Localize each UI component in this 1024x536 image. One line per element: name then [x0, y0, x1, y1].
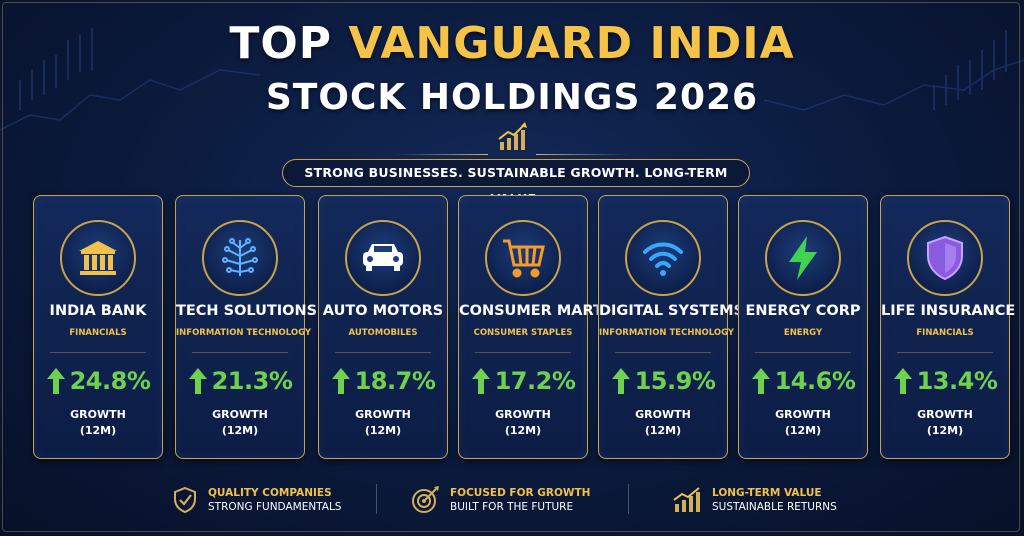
up-arrow-icon: [611, 368, 630, 394]
footer-subtitle: STRONG FUNDAMENTALS: [208, 501, 342, 513]
up-arrow-icon: [188, 368, 207, 394]
growth-period: (12M): [364, 424, 402, 437]
company-name: CONSUMER MART: [459, 303, 603, 319]
growth-value-row: 24.8%: [34, 366, 162, 396]
growth-percent: 18.7%: [354, 367, 436, 395]
growth-period: (12M): [926, 424, 964, 437]
growth-percent: 14.6%: [774, 367, 856, 395]
holding-card: CONSUMER MART CONSUMER STAPLES 17.2% GRO…: [458, 195, 603, 459]
card-divider: [335, 352, 431, 353]
growth-percent: 15.9%: [634, 367, 716, 395]
bank-icon: [60, 220, 136, 296]
company-name: DIGITAL SYSTEMS: [599, 303, 745, 319]
sector-label: FINANCIALS: [916, 328, 974, 338]
growth-percent: 21.3%: [211, 367, 293, 395]
footer: QUALITY COMPANIES STRONG FUNDAMENTALS FO…: [0, 476, 1024, 522]
card-divider: [475, 352, 571, 353]
footer-subtitle: SUSTAINABLE RETURNS: [712, 501, 837, 513]
sector-label: INFORMATION TECHNOLOGY: [599, 328, 735, 338]
holding-card: LIFE INSURANCE FINANCIALS 13.4% GROWTH (…: [880, 195, 1016, 459]
holding-card: AUTO MOTORS AUTOMOBILES 18.7% GROWTH (12…: [318, 195, 448, 459]
growth-label: GROWTH: [775, 408, 831, 421]
title-divider: [392, 122, 632, 156]
footer-item-value: LONG-TERM VALUE SUSTAINABLE RETURNS: [672, 482, 837, 518]
rising-chart-icon: [498, 122, 527, 150]
shield-check-icon: [174, 486, 196, 514]
growth-label: GROWTH: [212, 408, 268, 421]
holding-card: ENERGY CORP ENERGY 14.6% GROWTH (12M): [738, 195, 868, 459]
up-arrow-icon: [751, 368, 770, 394]
up-arrow-icon: [471, 368, 490, 394]
target-icon: [412, 486, 439, 513]
circuit-icon: [202, 220, 278, 296]
card-divider: [755, 352, 851, 353]
footer-title: FOCUSED FOR GROWTH: [450, 487, 591, 499]
up-arrow-icon: [46, 368, 65, 394]
growth-value-row: 15.9%: [599, 366, 727, 396]
sector-label: AUTOMOBILES: [348, 328, 418, 338]
growth-label: GROWTH: [355, 408, 411, 421]
bar-chart-icon: [673, 487, 700, 512]
holding-card: DIGITAL SYSTEMS INFORMATION TECHNOLOGY 1…: [598, 195, 745, 459]
growth-period: (12M): [79, 424, 117, 437]
shopping-cart-icon: [485, 220, 561, 296]
growth-label: GROWTH: [635, 408, 691, 421]
title-highlight: VANGUARD INDIA: [348, 18, 795, 69]
card-divider: [192, 352, 288, 353]
sector-label: INFORMATION TECHNOLOGY: [176, 328, 312, 338]
up-arrow-icon: [331, 368, 350, 394]
footer-item-growth: FOCUSED FOR GROWTH BUILT FOR THE FUTURE: [410, 482, 590, 518]
growth-period: (12M): [644, 424, 682, 437]
growth-label: GROWTH: [495, 408, 551, 421]
sector-label: FINANCIALS: [69, 328, 127, 338]
growth-value-row: 13.4%: [881, 366, 1009, 396]
growth-value-row: 17.2%: [459, 366, 587, 396]
growth-period: (12M): [784, 424, 822, 437]
tagline-badge: STRONG BUSINESSES. SUSTAINABLE GROWTH. L…: [282, 159, 750, 206]
growth-value-row: 21.3%: [176, 366, 304, 396]
footer-separator: [376, 484, 377, 514]
card-divider: [50, 352, 146, 353]
growth-percent: 17.2%: [494, 367, 576, 395]
title-prefix: TOP: [229, 18, 332, 69]
company-name: LIFE INSURANCE: [881, 303, 1016, 319]
footer-item-quality: QUALITY COMPANIES STRONG FUNDAMENTALS: [172, 482, 341, 518]
page-subtitle: STOCK HOLDINGS 2026: [265, 77, 759, 118]
growth-value-row: 14.6%: [739, 366, 867, 396]
background-chart-decoration: [764, 30, 1024, 111]
lightning-icon: [765, 220, 841, 296]
card-divider: [615, 352, 711, 353]
footer-title: QUALITY COMPANIES: [208, 487, 332, 499]
footer-separator: [628, 484, 629, 514]
growth-period: (12M): [504, 424, 542, 437]
wifi-icon: [625, 220, 701, 296]
page-title: TOP VANGUARD INDIA: [0, 18, 1024, 70]
sector-label: ENERGY: [783, 328, 823, 338]
holdings-cards: INDIA BANK FINANCIALS 24.8% GROWTH (12M)…: [33, 195, 1015, 461]
shield-icon: [907, 220, 983, 296]
company-name: TECH SOLUTIONS: [176, 303, 318, 319]
holding-card: TECH SOLUTIONS INFORMATION TECHNOLOGY 21…: [175, 195, 318, 459]
company-name: AUTO MOTORS: [322, 303, 444, 319]
growth-label: GROWTH: [917, 408, 973, 421]
holding-card: INDIA BANK FINANCIALS 24.8% GROWTH (12M): [33, 195, 163, 459]
growth-period: (12M): [221, 424, 259, 437]
card-divider: [897, 352, 993, 353]
company-name: INDIA BANK: [49, 303, 147, 319]
growth-percent: 24.8%: [69, 367, 151, 395]
growth-label: GROWTH: [70, 408, 126, 421]
background-chart-decoration: [0, 28, 260, 131]
company-name: ENERGY CORP: [745, 303, 861, 319]
sector-label: CONSUMER STAPLES: [473, 328, 573, 338]
footer-title: LONG-TERM VALUE: [712, 487, 822, 499]
growth-percent: 13.4%: [916, 367, 998, 395]
growth-value-row: 18.7%: [319, 366, 447, 396]
car-icon: [345, 220, 421, 296]
up-arrow-icon: [893, 368, 912, 394]
footer-subtitle: BUILT FOR THE FUTURE: [450, 501, 574, 513]
